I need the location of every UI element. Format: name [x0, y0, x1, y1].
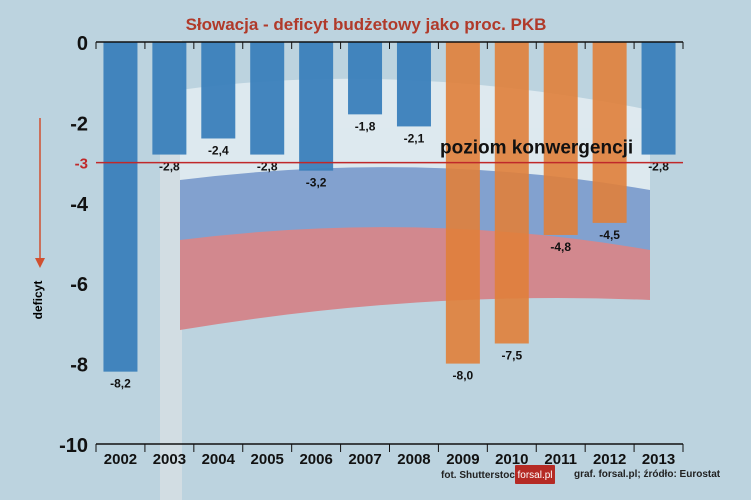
x-tick-label-2009: 2009: [446, 451, 479, 468]
x-tick-label-2002: 2002: [104, 451, 137, 468]
y-axis-label-group: deficyt: [31, 118, 45, 319]
bar-2013: [641, 42, 676, 155]
data-label-2007: -1,8: [355, 119, 376, 133]
data-label-2005: -2,8: [257, 160, 278, 174]
bar-2005: [250, 42, 285, 155]
x-tick-label-2011: 2011: [544, 451, 577, 468]
x-tick-label-2012: 2012: [593, 451, 626, 468]
bar-2009: [445, 42, 480, 364]
y-tick-label: -4: [70, 194, 89, 216]
convergence-label: poziom konwergencji: [440, 138, 633, 159]
data-label-2010: -7,5: [501, 349, 522, 363]
bar-2003: [152, 42, 187, 155]
x-tick-label-2005: 2005: [251, 451, 284, 468]
y-tick-label: -6: [70, 274, 88, 296]
x-tick-label-2006: 2006: [299, 451, 332, 468]
y-axis-label: deficyt: [31, 281, 45, 320]
x-tick-label-2004: 2004: [202, 451, 236, 468]
chart-title: Słowacja - deficyt budżetowy jako proc. …: [186, 15, 547, 34]
data-label-2003: -2,8: [159, 160, 180, 174]
bar-2010: [494, 42, 529, 344]
data-label-2004: -2,4: [208, 143, 229, 157]
data-label-2011: -4,8: [550, 240, 571, 254]
x-tick-label-2007: 2007: [348, 451, 381, 468]
svg-text:forsal.pl: forsal.pl: [517, 470, 552, 481]
arrow-down-icon: [35, 258, 45, 268]
forsal-logo: forsal.pl: [515, 465, 555, 484]
y-tick-label: 0: [77, 33, 88, 55]
bar-2008: [396, 42, 431, 127]
bar-2002: [103, 42, 138, 372]
data-label-2009: -8,0: [453, 369, 474, 383]
data-label-2013: -2,8: [648, 160, 669, 174]
y-tick-label: -10: [59, 435, 88, 457]
photo-credit: fot. Shutterstock: [441, 470, 521, 481]
bar-2012: [592, 42, 627, 223]
bar-2007: [348, 42, 383, 115]
source-note: graf. forsal.pl; źródło: Eurostat: [574, 469, 721, 480]
bar-2004: [201, 42, 236, 139]
data-label-2006: -3,2: [306, 176, 327, 190]
x-tick-label-2010: 2010: [495, 451, 528, 468]
x-tick-label-2008: 2008: [397, 451, 430, 468]
y-tick-label: -8: [70, 355, 88, 377]
x-tick-label-2013: 2013: [642, 451, 675, 468]
x-tick-label-2003: 2003: [153, 451, 186, 468]
bar-2011: [543, 42, 578, 235]
reference-tick-label: -3: [75, 156, 88, 173]
data-label-2002: -8,2: [110, 377, 131, 391]
background-flag: [160, 40, 650, 500]
y-tick-label: -2: [70, 113, 88, 135]
data-label-2008: -2,1: [404, 131, 425, 145]
data-label-2012: -4,5: [599, 228, 620, 242]
bar-2006: [299, 42, 334, 171]
